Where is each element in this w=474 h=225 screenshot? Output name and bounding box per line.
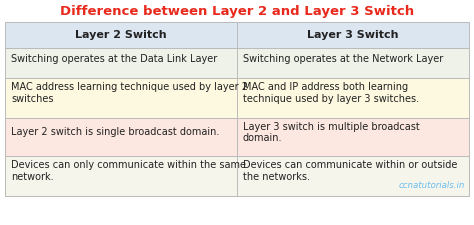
- Text: MAC and IP address both learning
technique used by layer 3 switches.: MAC and IP address both learning techniq…: [243, 82, 419, 104]
- Text: Devices can only communicate within the same
network.: Devices can only communicate within the …: [11, 160, 246, 182]
- Bar: [237, 48, 469, 78]
- Text: Layer 2 Switch: Layer 2 Switch: [75, 30, 167, 40]
- Bar: [237, 156, 469, 196]
- Bar: [5, 22, 469, 48]
- Text: Layer 3 switch is multiple broadcast
domain.: Layer 3 switch is multiple broadcast dom…: [243, 122, 420, 143]
- Bar: [5, 78, 237, 118]
- Bar: [5, 118, 237, 156]
- Text: MAC address learning technique used by layer 2
switches: MAC address learning technique used by l…: [11, 82, 248, 104]
- Text: Layer 2 switch is single broadcast domain.: Layer 2 switch is single broadcast domai…: [11, 127, 219, 137]
- Text: Devices can communicate within or outside
the networks.: Devices can communicate within or outsid…: [243, 160, 457, 182]
- Text: ccnatutorials.in: ccnatutorials.in: [399, 181, 465, 190]
- Text: Layer 3 Switch: Layer 3 Switch: [307, 30, 399, 40]
- Text: Switching operates at the Network Layer: Switching operates at the Network Layer: [243, 54, 443, 64]
- Text: Difference between Layer 2 and Layer 3 Switch: Difference between Layer 2 and Layer 3 S…: [60, 4, 414, 18]
- Bar: [5, 48, 237, 78]
- Bar: [5, 156, 237, 196]
- Bar: [237, 118, 469, 156]
- Text: Switching operates at the Data Link Layer: Switching operates at the Data Link Laye…: [11, 54, 217, 64]
- Bar: [237, 78, 469, 118]
